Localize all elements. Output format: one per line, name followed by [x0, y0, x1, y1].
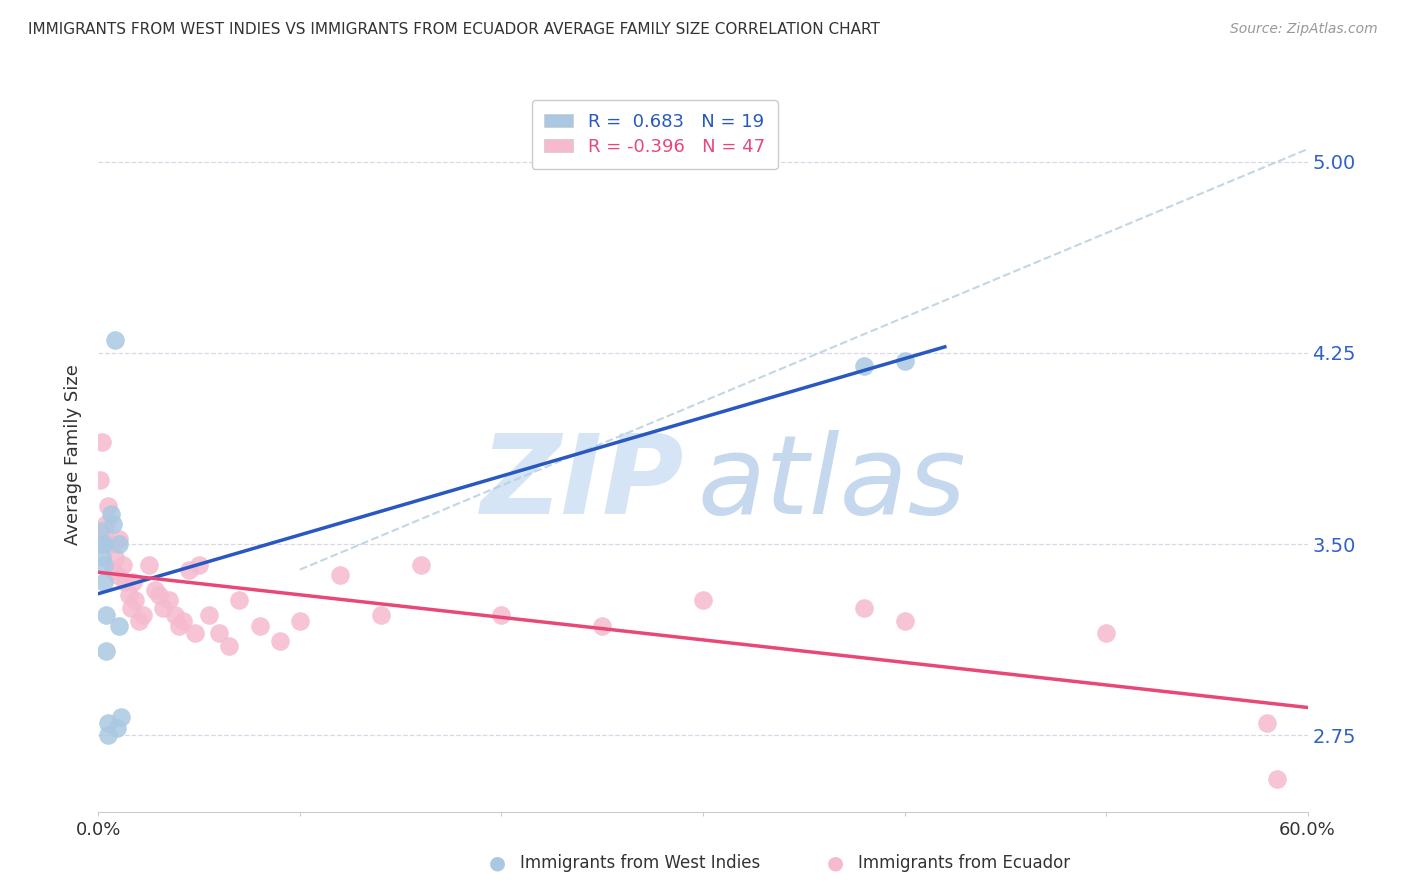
- Point: [120, 600, 142, 615]
- Text: Immigrants from West Indies: Immigrants from West Indies: [520, 855, 761, 872]
- Point: [100, 507, 122, 521]
- Point: [103, 549, 125, 564]
- Point: [107, 532, 129, 546]
- Point: [118, 588, 141, 602]
- Point: [198, 608, 221, 623]
- Text: Source: ZipAtlas.com: Source: ZipAtlas.com: [1230, 22, 1378, 37]
- Text: IMMIGRANTS FROM WEST INDIES VS IMMIGRANTS FROM ECUADOR AVERAGE FAMILY SIZE CORRE: IMMIGRANTS FROM WEST INDIES VS IMMIGRANT…: [28, 22, 880, 37]
- Point: [91, 549, 114, 564]
- Point: [1267, 772, 1289, 786]
- Point: [1095, 626, 1118, 640]
- Point: [329, 567, 352, 582]
- Point: [89, 524, 111, 539]
- Y-axis label: Average Family Size: Average Family Size: [65, 365, 83, 545]
- Point: [97, 499, 120, 513]
- Point: [179, 563, 201, 577]
- Point: [249, 618, 271, 632]
- Point: [105, 567, 128, 582]
- Point: [93, 524, 115, 539]
- Text: Immigrants from Ecuador: Immigrants from Ecuador: [858, 855, 1070, 872]
- Point: [97, 728, 120, 742]
- Point: [93, 558, 115, 572]
- Point: [103, 333, 125, 347]
- Point: [893, 353, 915, 368]
- Point: [184, 626, 207, 640]
- Point: [93, 575, 115, 590]
- Point: [409, 558, 432, 572]
- Text: ●: ●: [827, 854, 844, 872]
- Point: [370, 608, 392, 623]
- Point: [172, 614, 194, 628]
- Point: [107, 537, 129, 551]
- Point: [97, 715, 120, 730]
- Point: [288, 614, 311, 628]
- Point: [96, 644, 118, 658]
- Text: ●: ●: [489, 854, 506, 872]
- Point: [132, 608, 155, 623]
- Point: [143, 582, 166, 597]
- Point: [105, 721, 128, 735]
- Text: atlas: atlas: [697, 430, 966, 537]
- Text: ZIP: ZIP: [481, 430, 685, 537]
- Point: [893, 614, 915, 628]
- Point: [167, 618, 190, 632]
- Point: [163, 608, 186, 623]
- Point: [110, 710, 132, 724]
- Point: [107, 618, 129, 632]
- Point: [591, 618, 613, 632]
- Point: [138, 558, 160, 572]
- Point: [91, 537, 114, 551]
- Point: [853, 359, 876, 373]
- Point: [491, 608, 513, 623]
- Point: [228, 593, 250, 607]
- Point: [93, 537, 115, 551]
- Point: [692, 593, 714, 607]
- Point: [1256, 715, 1278, 730]
- Point: [101, 516, 124, 531]
- Point: [121, 575, 143, 590]
- Point: [152, 600, 174, 615]
- Point: [208, 626, 231, 640]
- Point: [128, 614, 150, 628]
- Point: [111, 558, 134, 572]
- Point: [101, 563, 124, 577]
- Point: [124, 593, 146, 607]
- Point: [269, 634, 291, 648]
- Point: [96, 608, 118, 623]
- Point: [188, 558, 211, 572]
- Legend: R =  0.683   N = 19, R = -0.396   N = 47: R = 0.683 N = 19, R = -0.396 N = 47: [531, 100, 778, 169]
- Point: [89, 474, 111, 488]
- Point: [853, 600, 876, 615]
- Point: [100, 537, 122, 551]
- Point: [114, 575, 136, 590]
- Point: [96, 516, 118, 531]
- Point: [91, 435, 114, 450]
- Point: [157, 593, 180, 607]
- Point: [148, 588, 170, 602]
- Point: [218, 639, 240, 653]
